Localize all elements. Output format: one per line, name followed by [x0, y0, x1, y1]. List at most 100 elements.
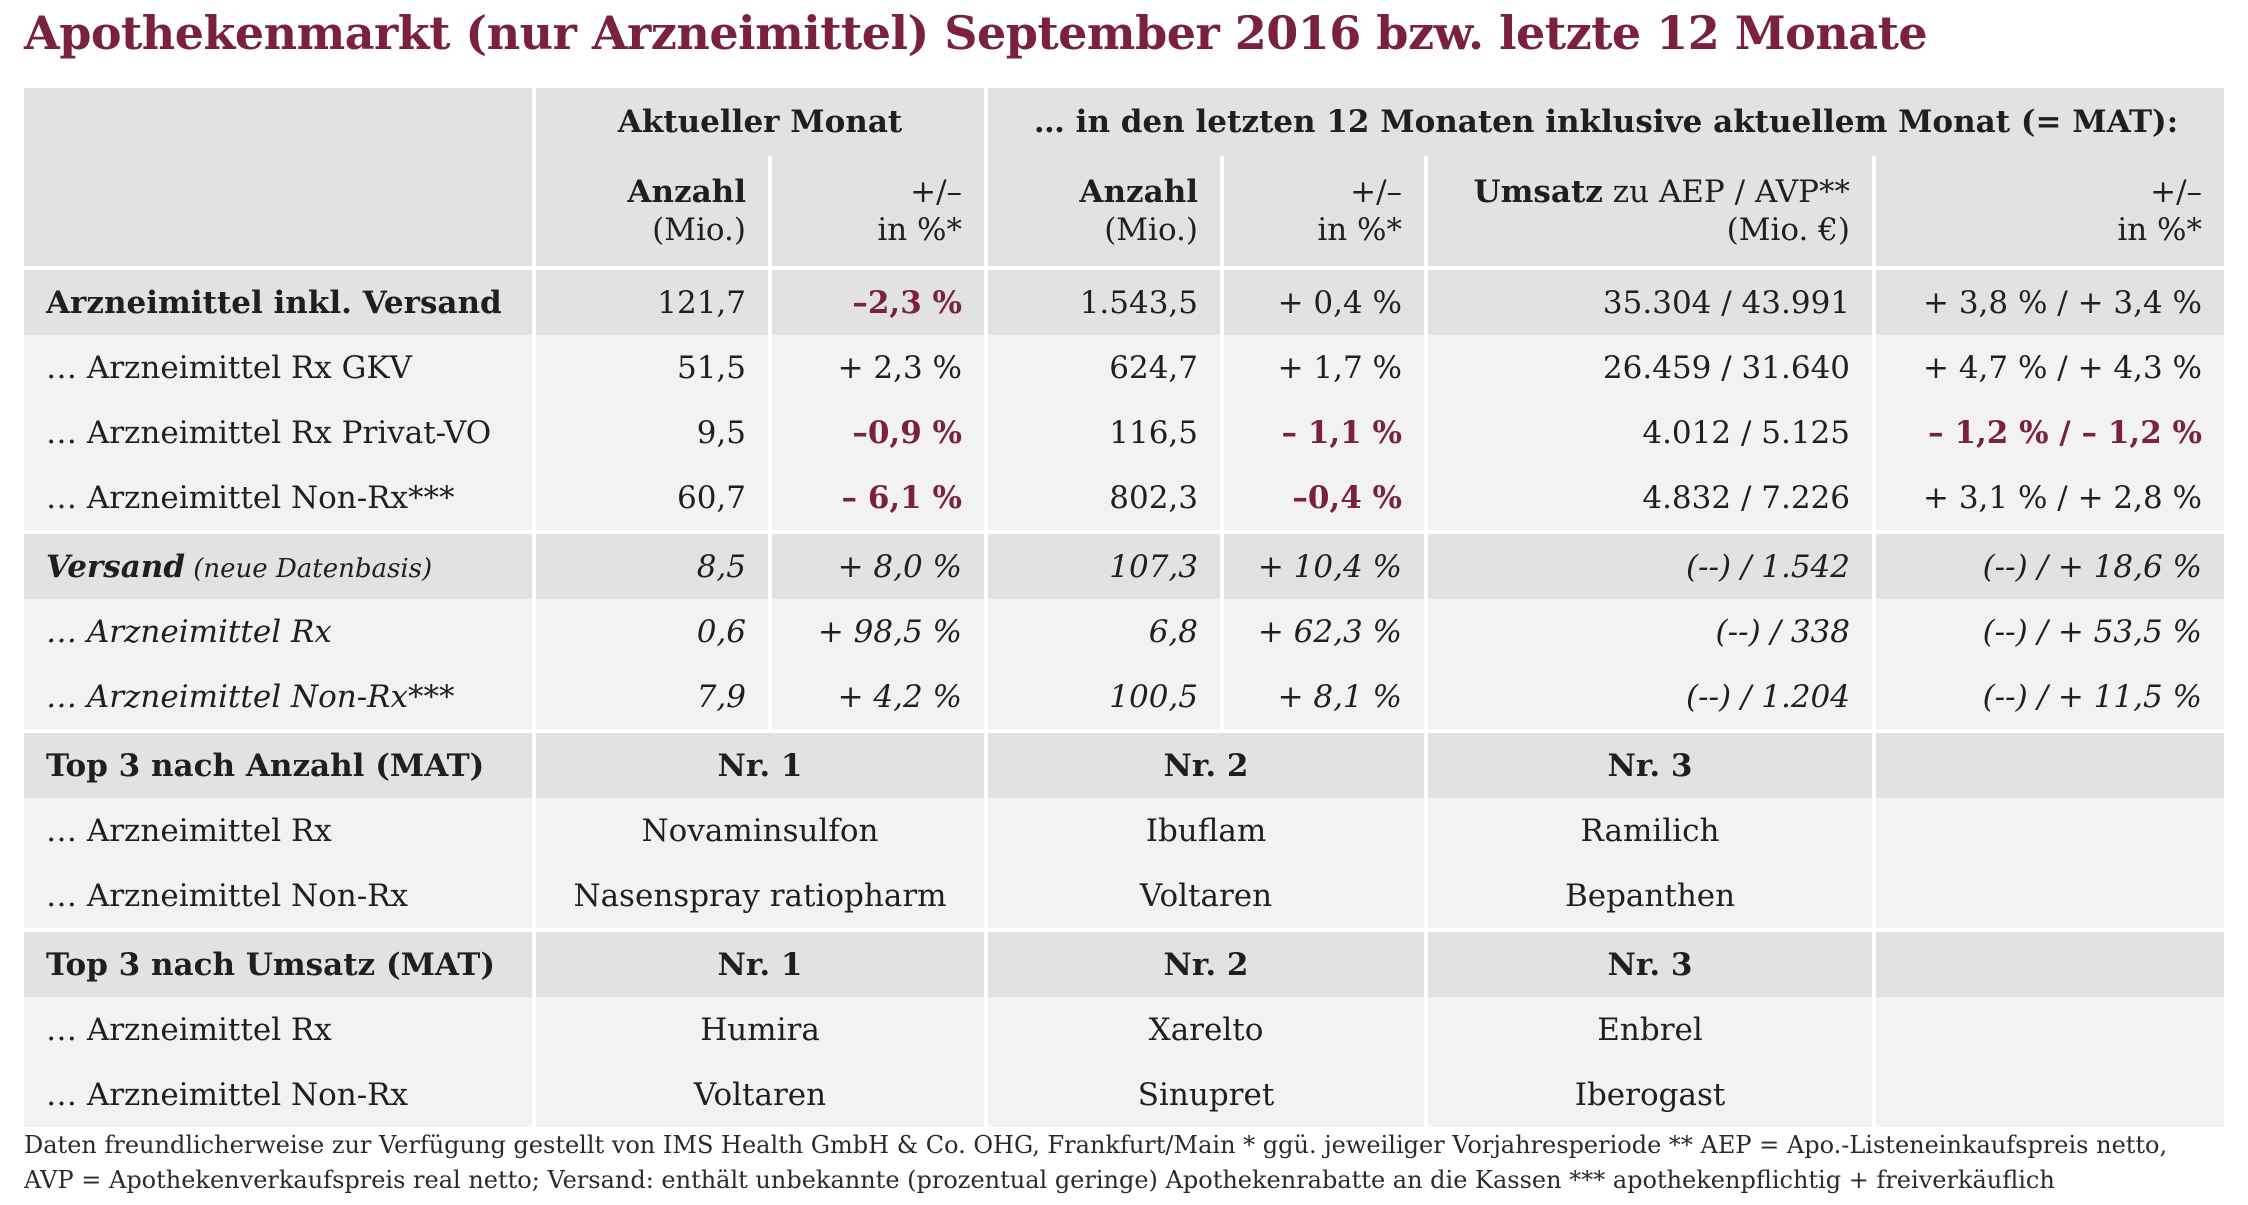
rank-1-value: Nasenspray ratiopharm — [531, 863, 987, 930]
row-label: … Arzneimittel Rx Privat-VO — [24, 400, 534, 465]
col-header-umsatz-unit: (Mio. €) — [1726, 212, 1851, 248]
cell-anzahl-month: 0,6 — [532, 599, 770, 664]
rank-2-value: Xarelto — [984, 997, 1427, 1062]
cell-umsatz: 35.304 / 43.991 — [1424, 266, 1875, 335]
rank-3-value: Iberogast — [1424, 1062, 1875, 1127]
col-header-change-umsatz: +/– in %* — [1872, 156, 2225, 268]
table-row: … Arzneimittel Non-Rx Nasenspray ratioph… — [24, 863, 2225, 930]
cell-change-month: + 8,0 % — [767, 530, 987, 599]
cell-umsatz: (--) / 1.204 — [1424, 664, 1875, 731]
rank-1-value: Novaminsulfon — [531, 798, 987, 863]
cell-anzahl-mat: 100,5 — [984, 664, 1223, 731]
cell-change-mat: –0,4 % — [1220, 465, 1427, 532]
empty-cell — [1872, 798, 2225, 863]
rank-1-value: Humira — [531, 997, 987, 1062]
page-title: Apothekenmarkt (nur Arzneimittel) Septem… — [24, 6, 1928, 60]
cell-change-month: –0,9 % — [767, 400, 987, 465]
rank-3-label: Nr. 3 — [1424, 928, 1875, 997]
row-label: … Arzneimittel Rx GKV — [24, 335, 534, 400]
header-column-row: Anzahl (Mio.) +/– in %* Anzahl (Mio.) +/… — [24, 156, 2225, 268]
cell-anzahl-month: 121,7 — [532, 266, 770, 335]
empty-cell — [1872, 1062, 2225, 1127]
footnote-line-1: Daten freundlicherweise zur Verfügung ge… — [24, 1131, 2168, 1159]
cell-anzahl-mat: 6,8 — [984, 599, 1223, 664]
cell-change-mat: + 62,3 % — [1220, 599, 1427, 664]
section-label: Top 3 nach Umsatz (MAT) — [24, 928, 534, 997]
cell-umsatz: 4.012 / 5.125 — [1424, 400, 1875, 465]
rank-3-value: Enbrel — [1424, 997, 1875, 1062]
col-header-anzahl-mat: Anzahl (Mio.) — [984, 156, 1223, 268]
cell-change-mat: – 1,1 % — [1220, 400, 1427, 465]
table-row: … Arzneimittel Rx Humira Xarelto Enbrel — [24, 997, 2225, 1062]
header-mat: … in den letzten 12 Monaten inklusive ak… — [984, 88, 2225, 156]
row-label: … Arzneimittel Rx — [24, 798, 534, 863]
rank-2-value: Ibuflam — [984, 798, 1427, 863]
header-empty-cell — [24, 88, 534, 156]
col-header-umsatz: Umsatz zu AEP / AVP** (Mio. €) — [1424, 156, 1875, 268]
cell-change-umsatz: + 4,7 % / + 4,3 % — [1872, 335, 2225, 400]
cell-anzahl-month: 60,7 — [532, 465, 770, 532]
cell-change-mat: + 10,4 % — [1220, 530, 1427, 599]
row-label: Versand (neue Datenbasis) — [24, 530, 534, 599]
cell-anzahl-mat: 116,5 — [984, 400, 1223, 465]
empty-cell — [1872, 997, 2225, 1062]
table-row: … Arzneimittel Rx Privat-VO 9,5 –0,9 % 1… — [24, 400, 2225, 465]
cell-anzahl-month: 7,9 — [532, 664, 770, 731]
rank-3-value: Bepanthen — [1424, 863, 1875, 930]
col-header-change-month: +/– in %* — [767, 156, 987, 268]
rank-1-label: Nr. 1 — [531, 928, 987, 997]
cell-change-mat: + 8,1 % — [1220, 664, 1427, 731]
cell-change-month: + 98,5 % — [767, 599, 987, 664]
table-row: … Arzneimittel Non-Rx Voltaren Sinupret … — [24, 1062, 2225, 1127]
col-header-anzahl-unit: (Mio.) — [1104, 212, 1199, 248]
row-label-sub: (neue Datenbasis) — [185, 553, 433, 584]
cell-change-mat: + 1,7 % — [1220, 335, 1427, 400]
rank-3-value: Ramilich — [1424, 798, 1875, 863]
cell-anzahl-month: 51,5 — [532, 335, 770, 400]
cell-anzahl-mat: 624,7 — [984, 335, 1223, 400]
row-label: … Arzneimittel Non-Rx*** — [24, 664, 534, 731]
col-header-change-label: +/– — [2150, 174, 2203, 210]
col-header-change-unit: in %* — [1317, 212, 1403, 248]
market-table: Aktueller Monat … in den letzten 12 Mona… — [24, 88, 2225, 1127]
cell-change-month: – 6,1 % — [767, 465, 987, 532]
cell-change-umsatz: – 1,2 % / – 1,2 % — [1872, 400, 2225, 465]
section-label: Top 3 nach Anzahl (MAT) — [24, 729, 534, 798]
row-label-main: Versand — [46, 548, 186, 585]
cell-umsatz: 4.832 / 7.226 — [1424, 465, 1875, 532]
row-label: Arzneimittel inkl. Versand — [24, 266, 534, 335]
cell-umsatz: (--) / 1.542 — [1424, 530, 1875, 599]
rank-2-label: Nr. 2 — [984, 928, 1427, 997]
top3-anzahl-header-row: Top 3 nach Anzahl (MAT) Nr. 1 Nr. 2 Nr. … — [24, 729, 2225, 798]
col-header-umsatz-rest: zu AEP / AVP** — [1602, 174, 1851, 210]
footnote: Daten freundlicherweise zur Verfügung ge… — [24, 1128, 2234, 1198]
table-row: Arzneimittel inkl. Versand 121,7 –2,3 % … — [24, 266, 2225, 335]
col-header-change-label: +/– — [1350, 174, 1403, 210]
cell-change-mat: + 0,4 % — [1220, 266, 1427, 335]
col-header-change-unit: in %* — [2117, 212, 2203, 248]
rank-2-value: Sinupret — [984, 1062, 1427, 1127]
cell-change-umsatz: (--) / + 11,5 % — [1872, 664, 2225, 731]
top3-umsatz-header-row: Top 3 nach Umsatz (MAT) Nr. 1 Nr. 2 Nr. … — [24, 928, 2225, 997]
col-header-change-mat: +/– in %* — [1220, 156, 1427, 268]
cell-anzahl-mat: 107,3 — [984, 530, 1223, 599]
cell-change-month: + 2,3 % — [767, 335, 987, 400]
table-row: Versand (neue Datenbasis) 8,5 + 8,0 % 10… — [24, 530, 2225, 599]
empty-cell — [1872, 729, 2225, 798]
cell-umsatz: (--) / 338 — [1424, 599, 1875, 664]
table-row: … Arzneimittel Rx 0,6 + 98,5 % 6,8 + 62,… — [24, 599, 2225, 664]
row-label: … Arzneimittel Rx — [24, 997, 534, 1062]
col-header-anzahl-label: Anzahl — [627, 174, 746, 210]
header-group-row: Aktueller Monat … in den letzten 12 Mona… — [24, 88, 2225, 156]
rank-1-value: Voltaren — [531, 1062, 987, 1127]
table-row: … Arzneimittel Non-Rx*** 7,9 + 4,2 % 100… — [24, 664, 2225, 731]
rank-2-label: Nr. 2 — [984, 729, 1427, 798]
cell-change-umsatz: (--) / + 18,6 % — [1872, 530, 2225, 599]
table-row: … Arzneimittel Non-Rx*** 60,7 – 6,1 % 80… — [24, 465, 2225, 532]
cell-umsatz: 26.459 / 31.640 — [1424, 335, 1875, 400]
footnote-line-2: AVP = Apothekenverkaufspreis real netto;… — [24, 1166, 2055, 1194]
empty-cell — [1872, 863, 2225, 930]
cell-change-month: –2,3 % — [767, 266, 987, 335]
cell-change-umsatz: (--) / + 53,5 % — [1872, 599, 2225, 664]
cell-anzahl-month: 9,5 — [532, 400, 770, 465]
